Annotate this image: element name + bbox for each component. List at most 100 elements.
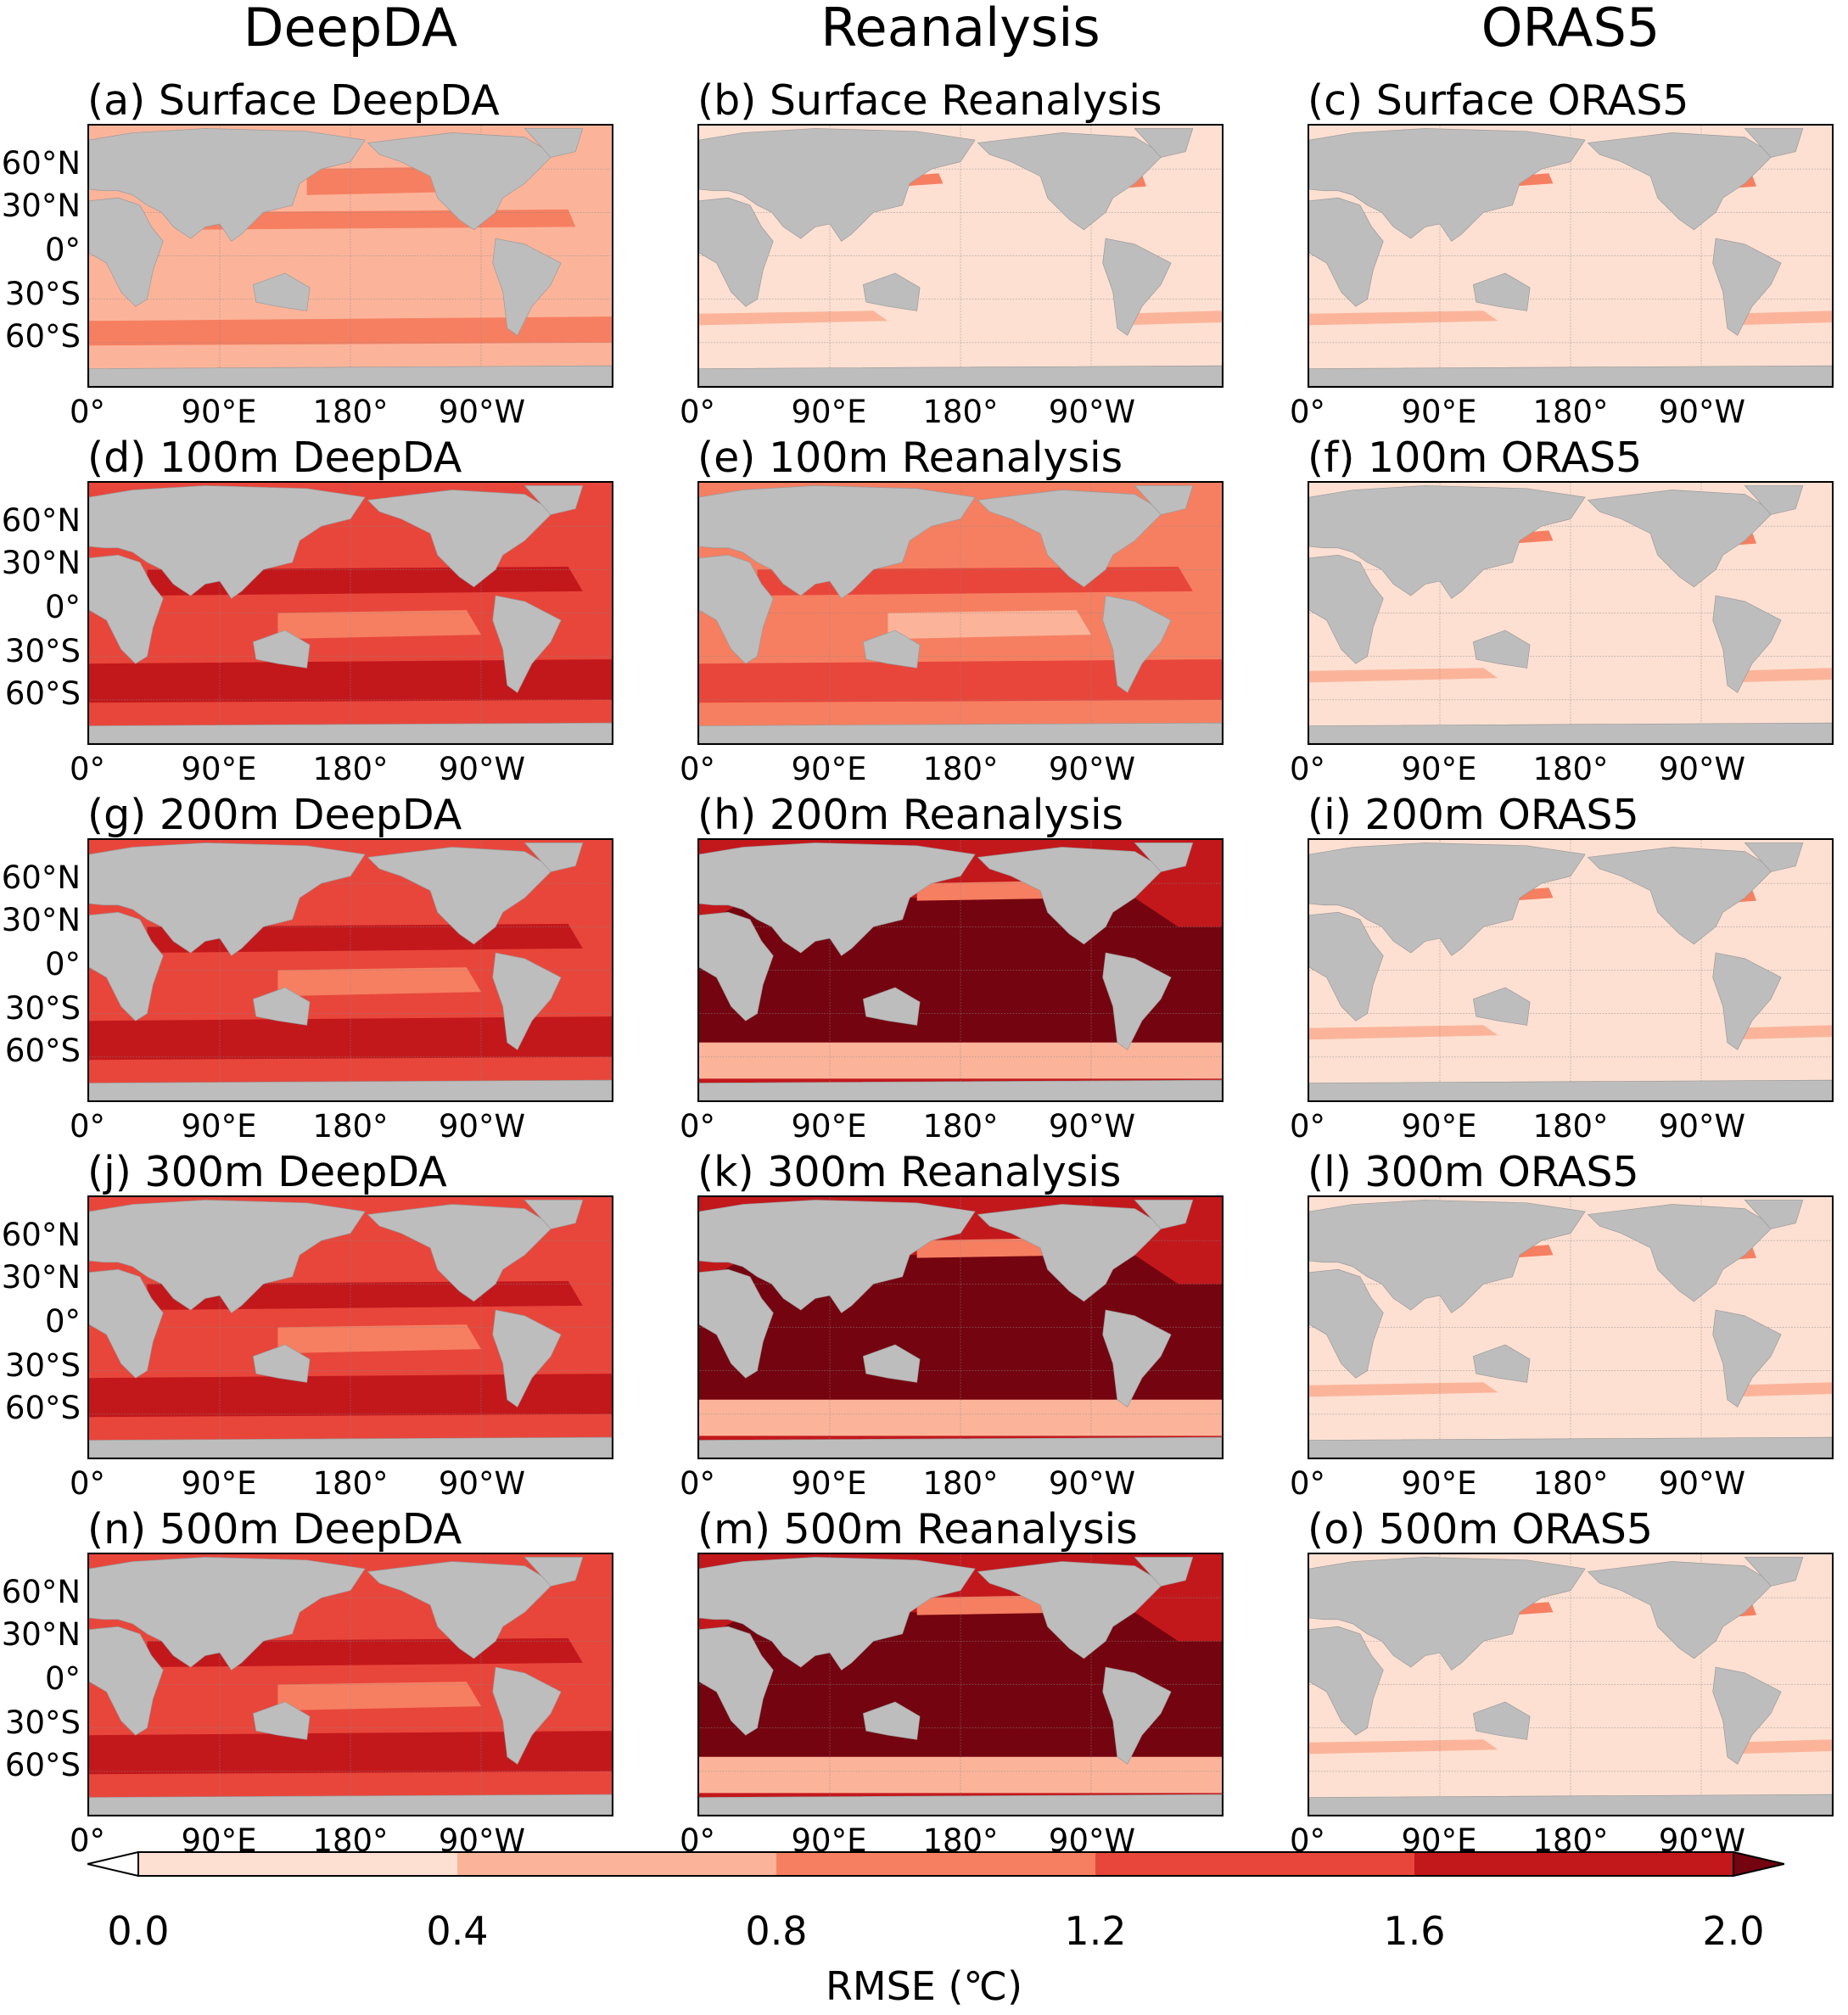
longitude-label: 90°W: [1658, 751, 1746, 787]
land-mass: [1309, 128, 1586, 242]
longitude-label: 180°: [1532, 1822, 1609, 1859]
rmse-contour-band: [277, 967, 481, 997]
rmse-map: [1308, 1553, 1834, 1816]
colorbar-segment: [1095, 1852, 1414, 1876]
longitude-label: 90°W: [1658, 1465, 1746, 1502]
map-canvas: [89, 1197, 612, 1458]
colorbar-segment: [1414, 1852, 1733, 1876]
longitude-label: 0°: [679, 1822, 716, 1859]
land-mass: [252, 1344, 311, 1383]
land-mass: [862, 987, 921, 1026]
longitude-label: 90°W: [1048, 1108, 1136, 1145]
latitude-label: 0°: [44, 1303, 81, 1340]
land-mass: [699, 722, 1222, 743]
rmse-map: [697, 124, 1224, 388]
land-mass: [89, 1200, 366, 1313]
longitude-label: 180°: [922, 1108, 999, 1145]
panel-title: (k) 300m Reanalysis: [697, 1148, 1122, 1196]
rmse-contour-band: [1730, 1739, 1832, 1755]
land-mass: [492, 238, 562, 336]
longitude-label: 0°: [69, 1822, 106, 1859]
rmse-map: [87, 1553, 613, 1816]
land-mass: [1309, 554, 1384, 664]
longitude-label: 90°E: [181, 751, 257, 787]
land-mass: [1712, 595, 1782, 693]
land-mass: [492, 1309, 562, 1408]
longitude-label: 0°: [69, 1108, 106, 1145]
rmse-contour-band: [277, 1682, 481, 1711]
land-mass: [699, 554, 774, 664]
longitude-label: 180°: [312, 1465, 389, 1502]
longitude-label: 90°W: [1048, 394, 1136, 430]
longitude-label: 90°E: [1401, 751, 1477, 787]
land-mass: [977, 132, 1165, 231]
longitude-label: 90°W: [438, 751, 526, 787]
land-mass: [524, 1200, 584, 1229]
rmse-map: [697, 1195, 1224, 1459]
land-mass: [699, 485, 976, 599]
latitude-label: 60°N: [1, 145, 81, 182]
longitude-label: 0°: [1289, 1108, 1326, 1145]
rmse-contour-band: [1309, 1025, 1498, 1040]
colorbar-tick-label: 1.6: [1383, 1908, 1446, 1954]
land-mass: [1744, 128, 1804, 158]
latitude-label: 30°N: [1, 545, 81, 581]
land-mass: [1309, 365, 1832, 386]
rmse-contour-band: [1309, 1382, 1498, 1397]
longitude-label: 90°W: [1048, 751, 1136, 787]
land-mass: [1587, 847, 1775, 945]
colorbar-tick-label: 0.8: [745, 1908, 808, 1954]
land-mass: [89, 1794, 612, 1815]
panel-title: (a) Surface DeepDA: [87, 76, 500, 125]
colorbar-min-extension: [87, 1851, 139, 1877]
rmse-map: [87, 124, 613, 388]
land-mass: [1712, 238, 1782, 336]
longitude-label: 180°: [922, 1465, 999, 1502]
land-mass: [699, 1557, 976, 1671]
land-mass: [89, 1268, 164, 1379]
panel-title: (d) 100m DeepDA: [87, 434, 462, 482]
land-mass: [699, 1200, 976, 1313]
land-mass: [699, 1794, 1222, 1815]
longitude-label: 90°E: [791, 1108, 867, 1145]
land-mass: [1744, 1200, 1804, 1229]
colorbar-segment: [776, 1852, 1095, 1876]
land-mass: [1587, 490, 1775, 588]
latitude-label: 30°N: [1, 902, 81, 938]
longitude-label: 90°W: [438, 394, 526, 430]
land-mass: [1102, 595, 1172, 693]
panel-title: (o) 500m ORAS5: [1308, 1505, 1654, 1553]
latitude-label: 60°S: [4, 318, 81, 355]
land-mass: [1472, 1344, 1531, 1383]
land-mass: [699, 1079, 1222, 1100]
map-canvas: [1309, 483, 1832, 743]
rmse-map: [1308, 124, 1834, 388]
panel-title: (j) 300m DeepDA: [87, 1148, 447, 1196]
longitude-label: 90°W: [1658, 394, 1746, 430]
panel-title: (n) 500m DeepDA: [87, 1505, 462, 1553]
rmse-map: [1308, 838, 1834, 1102]
land-mass: [89, 1436, 612, 1458]
land-mass: [1309, 485, 1586, 599]
longitude-label: 180°: [922, 1822, 999, 1859]
panel-title: (c) Surface ORAS5: [1308, 76, 1689, 125]
land-mass: [1309, 1079, 1832, 1100]
rmse-map: [697, 838, 1224, 1102]
land-mass: [89, 1626, 164, 1736]
land-mass: [1102, 952, 1172, 1050]
land-mass: [89, 365, 612, 386]
panel-title: (i) 200m ORAS5: [1308, 791, 1639, 839]
rmse-contour-band: [1120, 311, 1222, 326]
longitude-label: 180°: [922, 394, 999, 430]
longitude-label: 90°E: [1401, 1465, 1477, 1502]
land-mass: [1102, 1309, 1172, 1408]
map-canvas: [699, 840, 1222, 1100]
longitude-label: 0°: [679, 394, 716, 430]
land-mass: [89, 128, 366, 242]
longitude-label: 90°W: [1048, 1822, 1136, 1859]
land-mass: [1309, 722, 1832, 743]
land-mass: [699, 842, 976, 956]
land-mass: [367, 1561, 555, 1660]
column-title: DeepDA: [243, 0, 458, 59]
longitude-label: 90°W: [1048, 1465, 1136, 1502]
